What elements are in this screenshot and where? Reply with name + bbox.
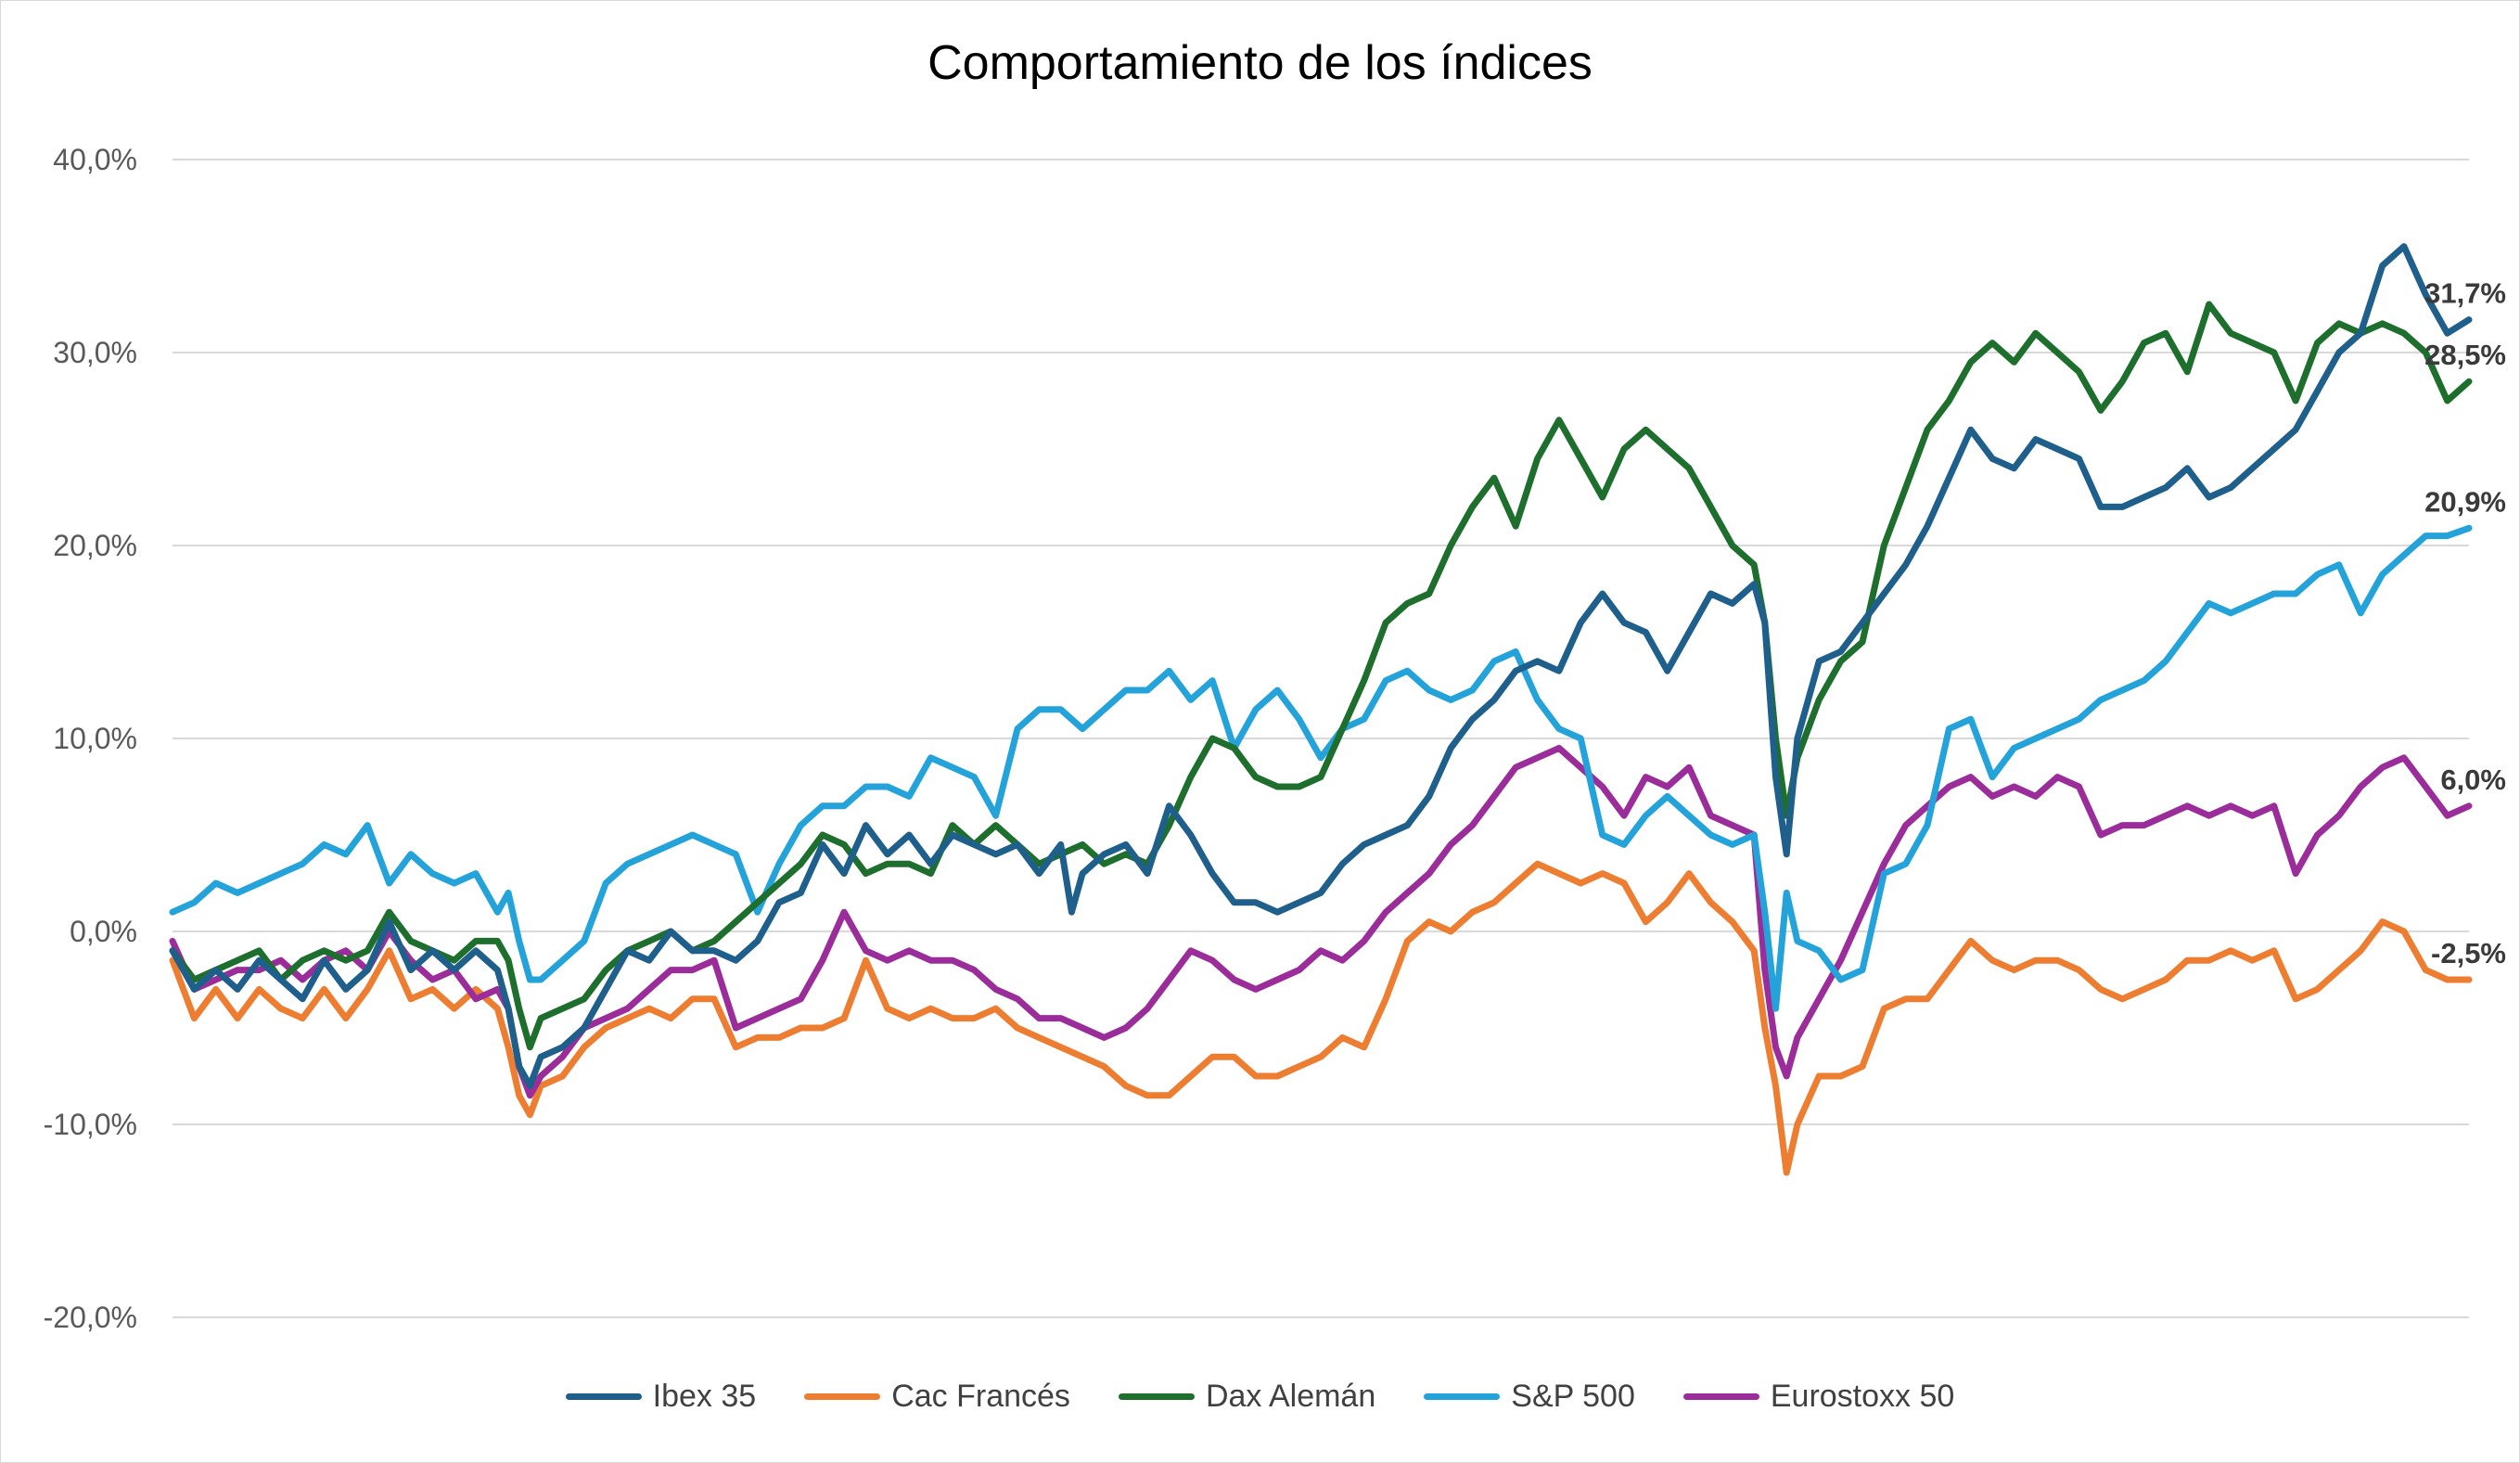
y-tick-label: -20,0% [44,1301,137,1334]
series-line-eurostoxx-50 [169,744,2473,1099]
series-line-dax-alem-n [169,301,2473,1051]
y-tick-label: 10,0% [53,722,137,755]
end-label-cac-franc-s: -2,5% [2431,937,2506,969]
end-label-s-p-500: 20,9% [2424,485,2506,518]
legend-item: Ibex 35 [565,1379,757,1415]
series-lines [169,243,2473,1176]
legend-item: Dax Alemán [1118,1379,1376,1415]
legend-swatch [1424,1393,1501,1400]
legend-swatch [804,1393,881,1400]
y-tick-label: 0,0% [70,915,137,948]
legend-label: Eurostoxx 50 [1770,1379,1955,1414]
series-line-ibex-35 [169,243,2473,1089]
y-tick-label: -10,0% [44,1108,137,1141]
chart-title: Comportamiento de los índices [927,36,1593,90]
legend-swatch [1682,1393,1759,1400]
end-label-dax-alem-n: 28,5% [2424,339,2506,371]
end-label-eurostoxx-50: 6,0% [2440,764,2506,796]
legend-item: Cac Francés [804,1379,1070,1415]
legend: Ibex 35 Cac Francés Dax Alemán S&P 500 Euros… [0,1379,2520,1415]
gridlines [173,159,2469,1318]
y-tick-label: 40,0% [53,143,137,176]
y-tick-label: 30,0% [53,336,137,369]
end-label-ibex-35: 31,7% [2424,277,2506,310]
legend-swatch [1118,1393,1195,1400]
y-axis-tick-labels: -20,0% -10,0% 0,0% 10,0% 20,0% 30,0% 40,0% [44,143,137,1334]
legend-label: S&P 500 [1511,1379,1635,1414]
series-line-s-p-500 [169,524,2473,1012]
legend-label: Ibex 35 [652,1379,757,1414]
end-value-labels: 31,7% -2,5% 28,5% 20,9% 6,0% [2424,277,2506,969]
y-tick-label: 20,0% [53,529,137,562]
legend-item: Eurostoxx 50 [1682,1379,1955,1415]
legend-swatch [565,1393,642,1400]
legend-label: Cac Francés [891,1379,1070,1414]
legend-label: Dax Alemán [1205,1379,1376,1414]
legend-item: S&P 500 [1424,1379,1635,1415]
series-line-cac-franc-s [169,860,2473,1176]
